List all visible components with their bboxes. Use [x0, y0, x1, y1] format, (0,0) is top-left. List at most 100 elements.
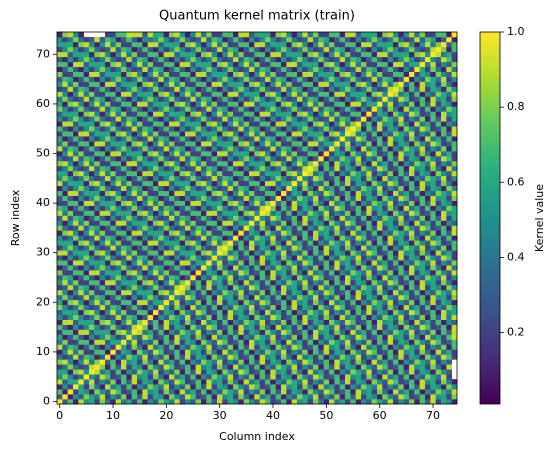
cell: [323, 225, 330, 231]
cell: [281, 314, 287, 320]
cell: [83, 294, 90, 301]
cell: [131, 260, 138, 266]
cell: [137, 235, 143, 241]
cell: [382, 304, 388, 311]
cell: [217, 284, 223, 291]
cell: [163, 270, 170, 276]
cell: [185, 66, 191, 72]
cell: [115, 121, 122, 127]
cell: [302, 165, 308, 172]
cell: [270, 265, 276, 271]
cell: [275, 349, 282, 355]
cell: [233, 86, 239, 92]
cell: [163, 41, 170, 48]
cell: [387, 200, 394, 206]
cell: [313, 280, 319, 286]
cell: [249, 200, 255, 206]
cell: [425, 215, 431, 221]
cell: [169, 399, 175, 405]
cell: [233, 205, 239, 211]
cell: [339, 364, 346, 370]
cell: [163, 151, 170, 157]
cell: [142, 329, 148, 335]
cell: [313, 86, 319, 92]
cell: [57, 121, 63, 127]
cell: [142, 91, 148, 97]
cell: [121, 61, 127, 68]
cell: [345, 160, 351, 167]
cell: [345, 309, 351, 316]
cell: [147, 156, 154, 162]
cell: [227, 96, 234, 102]
cell: [142, 136, 148, 142]
cell: [403, 339, 410, 345]
cell: [297, 394, 303, 400]
cell: [243, 185, 250, 192]
cell: [275, 86, 282, 92]
cell: [89, 175, 95, 182]
cell: [414, 245, 420, 251]
cell: [355, 294, 362, 301]
cell: [259, 116, 266, 122]
cell: [377, 265, 383, 271]
cell: [131, 190, 138, 196]
cell: [94, 304, 100, 311]
cell: [409, 374, 415, 380]
cell: [249, 116, 255, 122]
cell: [233, 180, 239, 187]
cell: [446, 359, 452, 365]
cell: [419, 190, 426, 196]
cell: [62, 32, 68, 38]
cell: [238, 71, 244, 77]
cell: [195, 394, 202, 400]
cell: [377, 369, 383, 375]
cell: [142, 314, 148, 320]
cell: [371, 265, 378, 271]
cell: [222, 136, 228, 142]
cell: [147, 349, 154, 355]
cell: [435, 185, 442, 192]
cell: [217, 384, 223, 390]
cell: [110, 61, 116, 68]
cell: [393, 170, 399, 177]
cell: [361, 299, 367, 306]
cell: [110, 205, 116, 211]
cell: [158, 289, 164, 296]
cell: [334, 280, 340, 286]
cell: [78, 36, 84, 43]
cell: [195, 200, 202, 206]
cell: [89, 46, 95, 53]
cell: [179, 46, 186, 53]
cell: [217, 389, 223, 395]
cell: [158, 384, 164, 390]
cell: [366, 369, 372, 375]
cell: [115, 106, 122, 112]
cell: [227, 136, 234, 142]
cell: [153, 319, 159, 325]
cell: [126, 200, 132, 206]
cell: [323, 369, 330, 375]
cell: [281, 160, 287, 167]
cell: [222, 66, 228, 72]
cell: [206, 101, 212, 107]
cell: [163, 136, 170, 142]
cell: [99, 334, 106, 340]
cell: [243, 334, 250, 340]
cell: [409, 299, 415, 306]
cell: [67, 61, 74, 68]
cell: [62, 379, 68, 385]
cell: [249, 364, 255, 370]
cell: [291, 205, 298, 211]
cell: [270, 131, 276, 137]
cell: [254, 324, 260, 330]
cell: [265, 344, 271, 350]
cell: [153, 190, 159, 196]
cell: [115, 61, 122, 68]
cell: [110, 215, 116, 221]
cell: [377, 319, 383, 325]
cell: [318, 364, 324, 370]
cell: [371, 190, 378, 196]
cell: [73, 51, 79, 58]
cell: [265, 175, 271, 182]
cell: [211, 46, 218, 53]
